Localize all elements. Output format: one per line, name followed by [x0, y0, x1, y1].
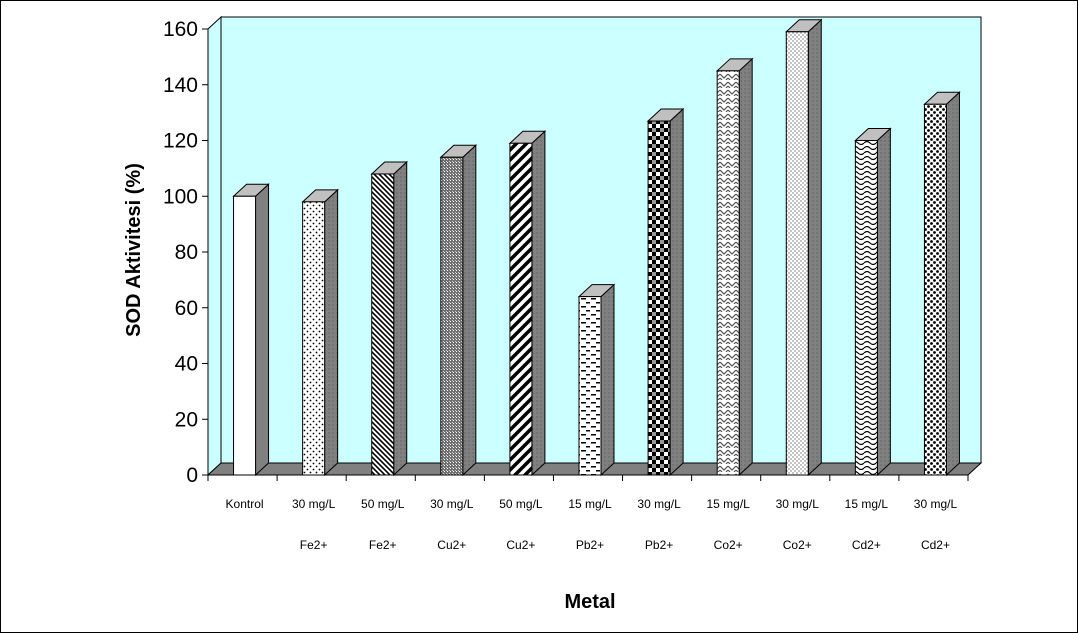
- bar: [646, 107, 685, 477]
- y-tick-label: 160: [163, 18, 198, 41]
- x-axis-title: Metal: [564, 591, 615, 613]
- bar-front: [854, 140, 878, 476]
- y-tick-label: 100: [163, 185, 198, 208]
- bar-front: [923, 103, 947, 476]
- bar-side: [462, 144, 477, 477]
- x-tick-label-metal: Pb2+: [576, 538, 604, 552]
- x-tick-label: 15 mg/L: [568, 497, 612, 511]
- bar-front: [371, 173, 395, 476]
- bar-side: [669, 107, 684, 477]
- y-tick-label: 40: [175, 353, 198, 376]
- bar-front: [440, 156, 464, 476]
- bar-front: [716, 70, 740, 476]
- bar-side: [600, 283, 615, 477]
- x-tick-label-metal: Cd2+: [852, 538, 881, 552]
- bar: [508, 130, 547, 477]
- x-tick-label: Kontrol: [226, 497, 264, 511]
- bar-side: [255, 183, 270, 477]
- bar-side: [738, 57, 753, 477]
- x-tick-label: 30 mg/L: [637, 497, 681, 511]
- x-tick-label: 50 mg/L: [499, 497, 543, 511]
- x-tick-label-metal: Fe2+: [369, 538, 397, 552]
- bar: [784, 18, 823, 477]
- bar-front: [785, 31, 809, 476]
- x-tick-label: 50 mg/L: [361, 497, 405, 511]
- y-tick-label: 140: [163, 74, 198, 97]
- bar-front: [233, 195, 257, 476]
- bar: [439, 144, 478, 477]
- x-tick-label-metal: Pb2+: [645, 538, 673, 552]
- bar: [232, 183, 270, 477]
- x-tick-label-metal: Co2+: [714, 538, 743, 552]
- bar: [715, 57, 754, 477]
- bar-front: [509, 142, 533, 476]
- x-tick-label: 30 mg/L: [914, 497, 958, 511]
- x-tick-label-metal: Cu2+: [506, 538, 535, 552]
- x-tick-label: 30 mg/L: [776, 497, 820, 511]
- x-tick-label-metal: Co2+: [783, 538, 812, 552]
- bar-front: [647, 120, 671, 476]
- bar: [854, 127, 892, 477]
- y-tick-label: 20: [175, 408, 198, 431]
- x-tick-label: 30 mg/L: [430, 497, 474, 511]
- y-tick-label: 0: [186, 464, 198, 487]
- bar-front: [302, 201, 326, 476]
- bar: [370, 160, 409, 477]
- x-tick-label: 15 mg/L: [845, 497, 889, 511]
- y-axis-title: SOD Aktivitesi (%): [123, 163, 145, 337]
- bar: [923, 91, 961, 477]
- bar: [577, 283, 616, 477]
- y-tick-label: 60: [175, 297, 198, 320]
- bar-side: [531, 130, 546, 477]
- x-tick-label-metal: Cu2+: [437, 538, 466, 552]
- bar: [301, 188, 339, 477]
- x-tick-label: 30 mg/L: [292, 497, 336, 511]
- bar-front: [578, 296, 602, 476]
- bar-side: [876, 127, 891, 477]
- bar-side: [807, 18, 822, 477]
- y-tick-label: 80: [175, 241, 198, 264]
- bar-side: [393, 160, 408, 477]
- bar-side: [945, 91, 960, 477]
- y-tick-label: 120: [163, 130, 198, 153]
- x-tick-label: 15 mg/L: [707, 497, 751, 511]
- x-tick-label-metal: Fe2+: [300, 538, 328, 552]
- bar-side: [324, 188, 339, 477]
- x-tick-label-metal: Cd2+: [921, 538, 950, 552]
